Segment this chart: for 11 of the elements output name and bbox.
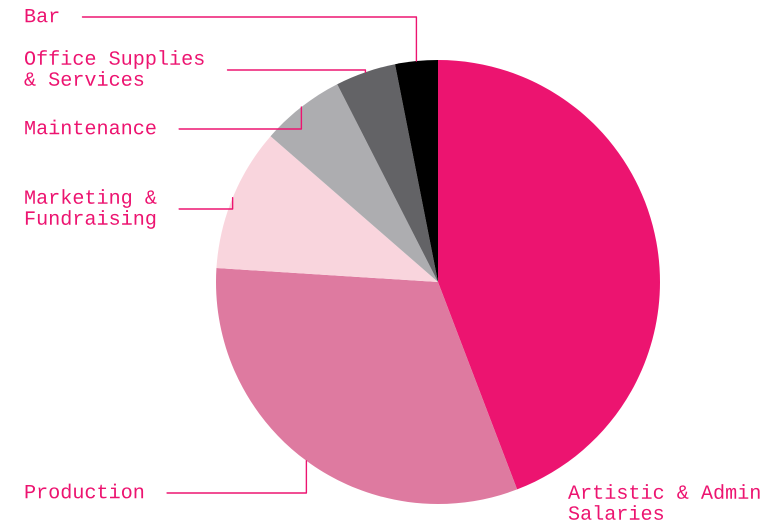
- pie-slice: [270, 84, 438, 282]
- slice-label: Office Supplies & Services: [24, 50, 204, 86]
- slice-label: Production: [26, 484, 144, 498]
- pie-slice: [337, 64, 438, 282]
- pie-slice: [216, 268, 518, 504]
- pie-slice: [216, 136, 438, 282]
- slice-label: Artistic & Admin Salaries: [568, 484, 760, 520]
- pie-slice: [395, 60, 438, 282]
- slice-label: Bar: [26, 8, 58, 22]
- slice-label: Maintenance: [25, 120, 156, 134]
- slice-label: Marketing & Fundraising: [25, 189, 157, 229]
